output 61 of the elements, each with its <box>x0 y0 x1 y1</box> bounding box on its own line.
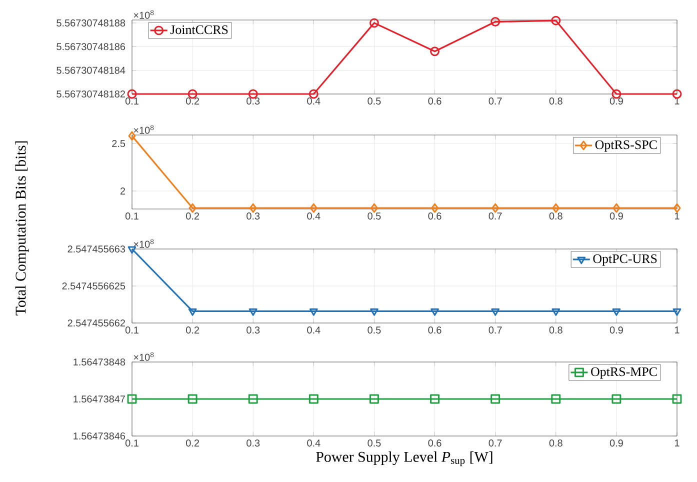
x-tick-label: 0.2 <box>186 440 199 447</box>
x-tick-label: 0.7 <box>488 440 502 447</box>
x-tick-label: 0.8 <box>549 98 562 105</box>
x-tick-label: 1 <box>675 212 680 220</box>
x-tick-label: 0.2 <box>186 326 199 334</box>
x-tick-label: 0.8 <box>549 440 562 447</box>
y-tick-label: 1.56473847 <box>74 395 125 403</box>
legend-label: OptRS-MPC <box>591 367 657 379</box>
x-tick-label: 0.9 <box>610 212 623 220</box>
x-tick-label: 0.6 <box>428 440 442 447</box>
x-tick-label: 0.2 <box>186 98 199 105</box>
x-tick-label: 0.6 <box>428 326 442 334</box>
y-tick-label: 2 <box>120 187 125 194</box>
x-tick-label: 0.1 <box>125 98 138 105</box>
y-tick-label: 5.56730748184 <box>56 66 126 74</box>
x-tick-label: 0.3 <box>246 98 260 105</box>
x-tick-label: 0.8 <box>549 212 562 220</box>
x-tick-label: 0.1 <box>125 326 138 334</box>
x-tick-label: 0.3 <box>246 212 260 220</box>
x-tick-label: 0.6 <box>428 98 442 105</box>
x-tick-label: 0.5 <box>368 326 381 334</box>
x-tick-label: 0.9 <box>610 326 623 334</box>
y-tick-label: 2.547455662 <box>68 319 125 327</box>
y-tick-label: 1.56473848 <box>74 358 126 366</box>
x-tick-label: 0.8 <box>549 326 562 334</box>
text: ×10$^{8}$ <box>134 352 154 361</box>
x-tick-label: 0.9 <box>610 440 623 447</box>
text: ×10$^{8}$ <box>134 10 154 19</box>
legend-label: OptRS-SPC <box>595 140 657 152</box>
text: ×10$^{8}$ <box>134 239 154 248</box>
x-tick-label: 0.4 <box>307 440 320 447</box>
x-tick-label: 0.9 <box>610 98 623 105</box>
x-tick-label: 1 <box>674 326 680 334</box>
y-tick-label: 1.56473846 <box>74 432 126 440</box>
x-tick-label: 0.7 <box>488 326 502 334</box>
x-tick-label: 0.4 <box>307 326 320 334</box>
legend-label: OptPC-URS <box>593 254 657 266</box>
y-tick-label: 2.5 <box>112 140 126 148</box>
x-tick-label: 0.5 <box>368 212 381 220</box>
y-tick-label: 2.5474556625 <box>62 282 126 290</box>
y-tick-label: 5.56730748186 <box>56 43 126 50</box>
x-tick-label: 0.3 <box>246 440 260 447</box>
x-tick-label: 0.1 <box>125 440 138 447</box>
y-tick-label: 2.547455663 <box>68 245 126 253</box>
text: ×10$^{8}$ <box>134 125 154 134</box>
x-tick-label: 0.4 <box>307 98 320 105</box>
x-tick-label: 1 <box>674 440 680 446</box>
y-axis-title: Total Computation Bits [bits] <box>15 141 29 316</box>
x-tick-label: 0.7 <box>488 212 502 220</box>
x-tick-label: 0.5 <box>368 98 381 105</box>
x-tick-label: 0.1 <box>125 212 138 220</box>
y-tick-label: 5.56730748188 <box>56 19 126 26</box>
x-tick-label: 0.2 <box>186 212 199 220</box>
x-tick-label: 0.6 <box>428 212 442 220</box>
x-tick-label: 0.3 <box>246 326 260 334</box>
x-tick-label: 0.7 <box>488 98 502 105</box>
legend-label: JointCCRS <box>170 25 228 34</box>
x-tick-label: 0.5 <box>368 440 381 447</box>
x-tick-label: 0.4 <box>307 212 320 220</box>
y-tick-label: 5.56730748182 <box>56 90 125 98</box>
x-axis-title: Power Supply Level P$_{sup}$ [W] <box>316 451 492 466</box>
